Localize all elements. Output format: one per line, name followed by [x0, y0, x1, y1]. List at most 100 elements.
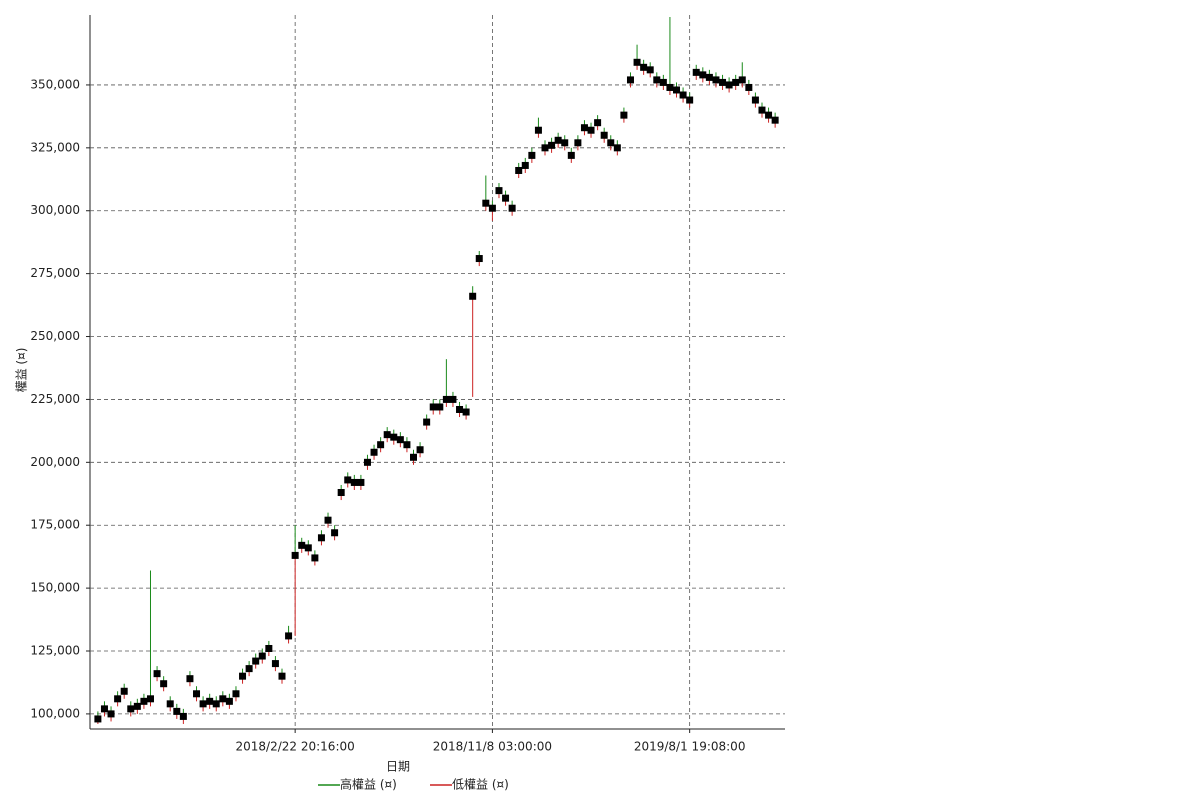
- value-marker: [508, 204, 516, 212]
- y-tick-label: 250,000: [30, 329, 80, 343]
- value-marker: [245, 665, 253, 673]
- value-marker: [285, 632, 293, 640]
- y-tick-label: 150,000: [30, 581, 80, 595]
- y-tick-label: 300,000: [30, 203, 80, 217]
- y-tick-label: 350,000: [30, 77, 80, 91]
- value-marker: [679, 91, 687, 99]
- value-marker: [140, 697, 148, 705]
- value-marker: [758, 106, 766, 114]
- value-marker: [765, 111, 773, 119]
- value-marker: [548, 141, 556, 149]
- value-marker: [173, 707, 181, 715]
- value-marker: [337, 489, 345, 497]
- value-marker: [745, 83, 753, 91]
- value-marker: [554, 136, 562, 144]
- value-marker: [396, 436, 404, 444]
- legend-label: 高權益 (¤): [340, 777, 397, 792]
- value-marker: [521, 161, 529, 169]
- value-marker: [410, 453, 418, 461]
- value-marker: [686, 96, 694, 104]
- value-marker: [738, 76, 746, 84]
- value-marker: [311, 554, 319, 562]
- y-tick-label: 100,000: [30, 706, 80, 720]
- value-marker: [475, 255, 483, 263]
- value-marker: [107, 710, 115, 718]
- value-marker: [100, 705, 108, 713]
- value-marker: [120, 687, 128, 695]
- value-marker: [725, 81, 733, 89]
- value-marker: [771, 116, 779, 124]
- value-marker: [719, 78, 727, 86]
- value-marker: [114, 695, 122, 703]
- value-marker: [390, 433, 398, 441]
- value-marker: [383, 431, 391, 439]
- value-marker: [258, 652, 266, 660]
- value-marker: [442, 395, 450, 403]
- value-marker: [166, 700, 174, 708]
- value-marker: [429, 403, 437, 411]
- value-marker: [199, 700, 207, 708]
- value-marker: [515, 166, 523, 174]
- value-marker: [344, 476, 352, 484]
- value-marker: [363, 458, 371, 466]
- x-axis-label: 日期: [386, 760, 410, 774]
- value-marker: [206, 697, 214, 705]
- value-marker: [594, 119, 602, 127]
- value-marker: [436, 403, 444, 411]
- value-marker: [666, 83, 674, 91]
- value-marker: [278, 672, 286, 680]
- value-marker: [416, 446, 424, 454]
- value-marker: [456, 405, 464, 413]
- x-tick-label: 2018/2/22 20:16:00: [236, 740, 355, 754]
- value-marker: [331, 529, 339, 537]
- value-marker: [482, 199, 490, 207]
- value-marker: [317, 534, 325, 542]
- value-marker: [271, 660, 279, 668]
- value-marker: [127, 705, 135, 713]
- value-marker: [370, 448, 378, 456]
- value-marker: [541, 144, 549, 152]
- value-marker: [291, 551, 299, 559]
- value-marker: [324, 516, 332, 524]
- value-marker: [488, 204, 496, 212]
- x-tick-label: 2019/8/1 19:08:00: [634, 740, 746, 754]
- value-marker: [212, 700, 220, 708]
- value-marker: [146, 695, 154, 703]
- legend-label: 低權益 (¤): [452, 778, 509, 792]
- value-marker: [219, 695, 227, 703]
- value-marker: [699, 71, 707, 79]
- value-marker: [133, 702, 141, 710]
- value-marker: [495, 187, 503, 195]
- value-marker: [712, 76, 720, 84]
- value-marker: [502, 194, 510, 202]
- y-tick-label: 125,000: [30, 644, 80, 658]
- value-marker: [567, 151, 575, 159]
- value-marker: [580, 124, 588, 132]
- value-marker: [633, 58, 641, 66]
- value-marker: [193, 690, 201, 698]
- y-tick-label: 325,000: [30, 140, 80, 154]
- value-marker: [534, 126, 542, 134]
- value-marker: [613, 144, 621, 152]
- value-marker: [705, 73, 713, 81]
- y-tick-label: 200,000: [30, 455, 80, 469]
- value-marker: [673, 86, 681, 94]
- y-tick-label: 175,000: [30, 518, 80, 532]
- value-marker: [160, 680, 168, 688]
- y-axis-label: 權益 (¤): [15, 348, 29, 393]
- value-marker: [692, 68, 700, 76]
- value-marker: [626, 76, 634, 84]
- value-marker: [423, 418, 431, 426]
- value-marker: [528, 151, 536, 159]
- value-marker: [232, 690, 240, 698]
- value-marker: [265, 644, 273, 652]
- value-marker: [252, 657, 260, 665]
- value-marker: [357, 478, 365, 486]
- value-marker: [587, 126, 595, 134]
- value-marker: [659, 78, 667, 86]
- value-marker: [732, 78, 740, 86]
- y-tick-label: 225,000: [30, 392, 80, 406]
- value-marker: [462, 408, 470, 416]
- value-marker: [377, 441, 385, 449]
- value-marker: [449, 395, 457, 403]
